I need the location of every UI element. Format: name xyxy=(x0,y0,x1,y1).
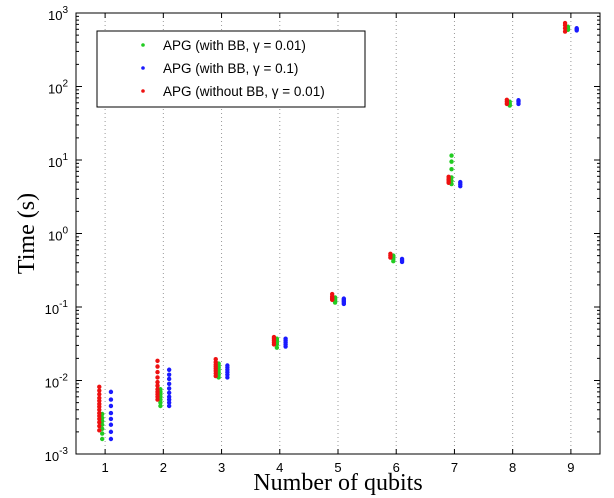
data-point xyxy=(97,423,102,429)
data-point xyxy=(97,407,102,412)
data-point xyxy=(341,296,347,301)
series-points xyxy=(97,20,568,433)
x-tick-label: 6 xyxy=(393,460,400,475)
data-point xyxy=(166,394,172,400)
y-axis-label: Time (s) xyxy=(14,193,40,274)
data-point xyxy=(97,392,102,397)
data-point xyxy=(108,389,114,395)
data-point xyxy=(155,358,160,364)
data-points xyxy=(97,20,579,442)
data-point xyxy=(108,397,114,402)
x-tick-label: 8 xyxy=(509,460,516,475)
legend-entry: APG (without BB, γ = 0.01) xyxy=(163,84,325,99)
data-point xyxy=(108,410,114,416)
data-point xyxy=(166,372,172,377)
data-point xyxy=(108,436,114,442)
y-tick-label: 103 xyxy=(48,5,68,23)
data-point xyxy=(213,356,218,362)
data-point xyxy=(562,29,568,34)
data-point xyxy=(504,97,510,102)
data-point xyxy=(166,376,172,382)
x-tick-label: 1 xyxy=(101,460,108,475)
data-point xyxy=(329,291,335,297)
legend-entry: APG (with BB, γ = 0.01) xyxy=(163,38,306,53)
legend-marker xyxy=(141,89,145,93)
data-point xyxy=(108,429,114,435)
data-point xyxy=(166,367,172,372)
y-tick-label: 10-2 xyxy=(45,373,69,391)
data-point xyxy=(155,383,160,388)
data-point xyxy=(274,345,280,350)
data-point xyxy=(449,153,454,158)
data-point xyxy=(108,403,114,409)
data-point xyxy=(97,384,102,390)
y-tick-label: 102 xyxy=(48,79,68,97)
data-point xyxy=(155,364,160,369)
data-point xyxy=(446,174,451,180)
data-point xyxy=(97,420,102,425)
x-tick-label: 7 xyxy=(451,460,458,475)
data-point xyxy=(108,422,114,427)
grid-lines xyxy=(104,13,572,454)
y-tick-label: 10-3 xyxy=(45,446,69,464)
data-point xyxy=(166,400,172,405)
legend-marker xyxy=(141,43,145,47)
legend-entry: APG (with BB, γ = 0.1) xyxy=(163,61,298,76)
x-tick-label: 2 xyxy=(160,460,167,475)
y-tick-label: 100 xyxy=(48,226,68,244)
x-axis-label: Number of qubits xyxy=(253,470,422,496)
data-point xyxy=(155,375,160,380)
data-point xyxy=(100,436,105,442)
y-tick-label: 10-1 xyxy=(45,299,69,317)
data-point xyxy=(562,20,568,26)
data-point xyxy=(449,166,454,172)
data-point xyxy=(283,336,288,341)
data-point xyxy=(388,251,393,256)
data-point xyxy=(449,159,454,164)
series-points xyxy=(108,26,579,442)
data-point xyxy=(166,390,172,396)
data-point xyxy=(458,179,463,185)
data-point xyxy=(100,431,105,436)
data-point xyxy=(97,388,102,393)
data-point xyxy=(97,410,102,416)
data-point xyxy=(108,416,114,422)
data-point xyxy=(97,401,102,407)
data-point xyxy=(97,395,102,401)
axis-ticks xyxy=(76,12,600,455)
data-point xyxy=(155,379,160,385)
x-tick-label: 5 xyxy=(334,460,341,475)
x-tick-label: 3 xyxy=(218,460,225,475)
data-point xyxy=(166,381,172,387)
y-tick-label: 101 xyxy=(48,152,68,170)
data-point xyxy=(166,386,172,391)
legend: APG (with BB, γ = 0.01) APG (with BB, γ … xyxy=(96,30,366,108)
data-point xyxy=(399,256,405,262)
data-point xyxy=(158,400,163,405)
data-point xyxy=(155,369,160,375)
x-tick-label: 4 xyxy=(276,460,283,475)
data-point xyxy=(166,403,172,409)
data-point xyxy=(574,26,579,31)
legend-marker xyxy=(141,66,145,70)
data-point xyxy=(155,387,160,392)
data-point xyxy=(516,98,521,103)
data-point xyxy=(271,334,277,340)
data-point xyxy=(97,416,102,422)
tick-labels: 1 2 3 4 5 6 7 8 9 10-3 10-2 10-1 100 101 102 103 xyxy=(45,5,575,475)
x-tick-label: 9 xyxy=(567,460,574,475)
data-point xyxy=(158,403,163,409)
data-point xyxy=(97,428,102,433)
data-point xyxy=(225,363,230,368)
